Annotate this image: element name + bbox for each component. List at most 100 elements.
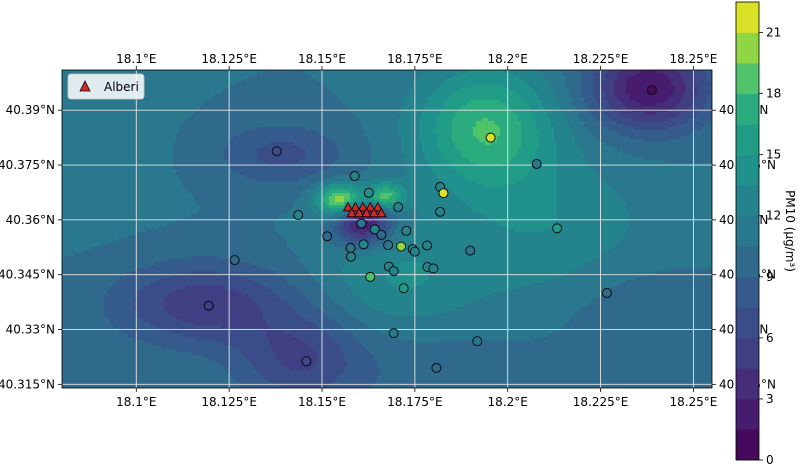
contour-cell [545, 85, 549, 89]
contour-cell [659, 79, 663, 83]
contour-cell [383, 103, 387, 107]
contour-cell [221, 73, 225, 77]
contour-cell [704, 118, 708, 122]
contour-cell [512, 88, 516, 92]
contour-cell [350, 109, 354, 113]
contour-cell [698, 73, 702, 77]
contour-cell [458, 124, 462, 128]
contour-cell [341, 82, 345, 86]
contour-cell [335, 127, 339, 131]
contour-cell [398, 76, 402, 80]
contour-cell [83, 70, 87, 74]
contour-cell [284, 85, 288, 89]
contour-cell [632, 73, 636, 77]
contour-cell [608, 106, 612, 110]
contour-cell [455, 73, 459, 77]
contour-cell [671, 118, 675, 122]
contour-cell [446, 130, 450, 134]
contour-cell [197, 91, 201, 95]
contour-cell [194, 100, 198, 104]
contour-cell [500, 127, 504, 131]
contour-cell [212, 73, 216, 77]
contour-cell [359, 127, 363, 131]
contour-cell [425, 79, 429, 83]
contour-cell [662, 124, 666, 128]
contour-cell [341, 103, 345, 107]
contour-cell [200, 136, 204, 140]
contour-cell [257, 100, 261, 104]
contour-cell [131, 106, 135, 110]
contour-cell [200, 115, 204, 119]
contour-cell [401, 76, 405, 80]
contour-cell [452, 73, 456, 77]
contour-cell [464, 97, 468, 101]
contour-cell [617, 118, 621, 122]
contour-cell [107, 103, 111, 107]
contour-cell [185, 94, 189, 98]
contour-cell [632, 70, 636, 74]
contour-cell [281, 91, 285, 95]
contour-cell [284, 133, 288, 137]
contour-cell [698, 112, 702, 116]
contour-cell [518, 130, 522, 134]
contour-cell [473, 100, 477, 104]
contour-cell [686, 109, 690, 113]
contour-cell [575, 124, 579, 128]
contour-cell [398, 97, 402, 101]
contour-cell [116, 121, 120, 125]
contour-cell [653, 136, 657, 140]
contour-cell [689, 82, 693, 86]
contour-cell [563, 127, 567, 131]
contour-cell [677, 109, 681, 113]
contour-cell [122, 118, 126, 122]
contour-cell [248, 79, 252, 83]
contour-cell [173, 91, 177, 95]
contour-cell [263, 109, 267, 113]
contour-cell [689, 112, 693, 116]
contour-cell [272, 100, 276, 104]
contour-cell [302, 85, 306, 89]
contour-cell [182, 118, 186, 122]
contour-cell [686, 88, 690, 92]
contour-cell [653, 103, 657, 107]
contour-cell [707, 82, 711, 86]
contour-cell [386, 91, 390, 95]
contour-cell [137, 121, 141, 125]
contour-cell [437, 127, 441, 131]
contour-cell [332, 121, 336, 125]
contour-cell [164, 85, 168, 89]
contour-cell [65, 73, 69, 77]
contour-cell [251, 106, 255, 110]
contour-cell [191, 94, 195, 98]
contour-cell [212, 115, 216, 119]
contour-cell [509, 79, 513, 83]
contour-cell [380, 112, 384, 116]
contour-cell [242, 88, 246, 92]
contour-cell [155, 82, 159, 86]
contour-cell [140, 115, 144, 119]
contour-cell [101, 103, 105, 107]
contour-cell [62, 94, 66, 98]
contour-cell [119, 118, 123, 122]
contour-cell [392, 82, 396, 86]
contour-cell [461, 76, 465, 80]
contour-cell [602, 136, 606, 140]
contour-cell [557, 91, 561, 95]
contour-cell [563, 118, 567, 122]
contour-cell [563, 91, 567, 95]
contour-cell [419, 97, 423, 101]
contour-cell [122, 109, 126, 113]
contour-cell [281, 79, 285, 83]
contour-cell [143, 82, 147, 86]
contour-cell [452, 85, 456, 89]
contour-cell [140, 103, 144, 107]
contour-cell [668, 100, 672, 104]
contour-cell [593, 85, 597, 89]
contour-cell [587, 130, 591, 134]
contour-cell [254, 109, 258, 113]
contour-cell [569, 76, 573, 80]
contour-cell [419, 109, 423, 113]
contour-cell [695, 127, 699, 131]
contour-cell [215, 121, 219, 125]
contour-cell [620, 88, 624, 92]
